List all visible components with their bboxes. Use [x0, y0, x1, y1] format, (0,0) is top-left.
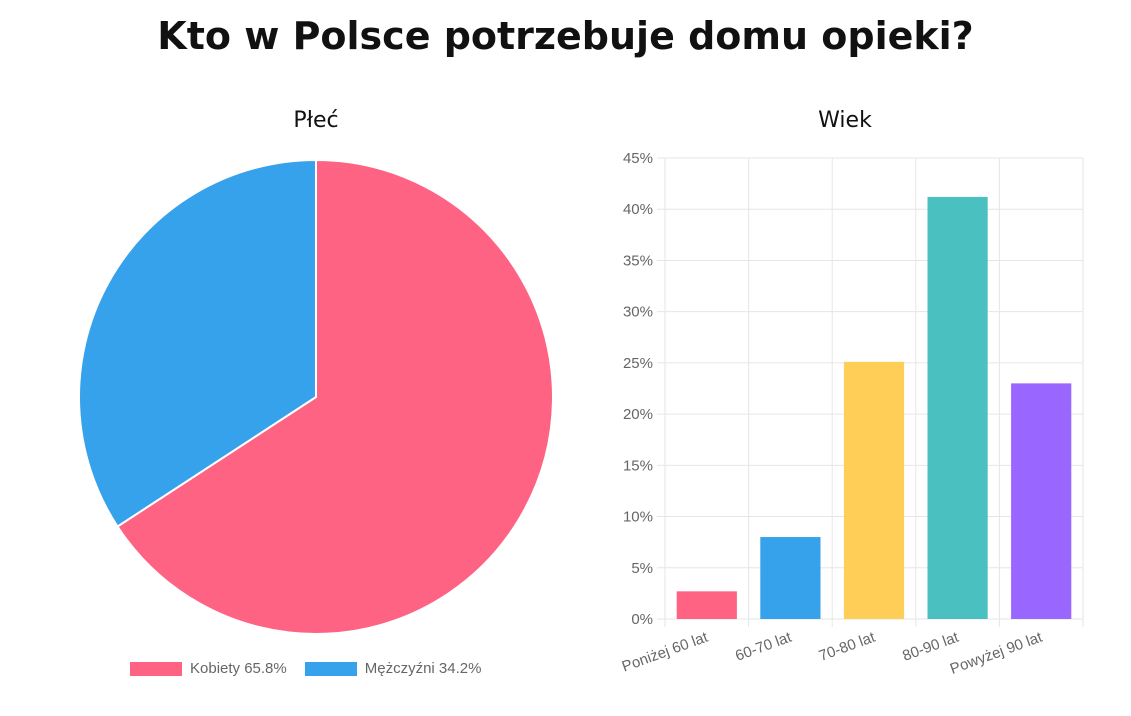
x-tick-label-1: 60-70 lat: [733, 628, 794, 664]
legend-label-men: Mężczyźni 34.2%: [364, 660, 482, 677]
x-tick-label-0: Poniżej 60 lat: [620, 629, 711, 676]
pie-slice-0: [116, 158, 554, 635]
y-tick-label-6: 30%: [623, 304, 653, 321]
y-tick-label-3: 15%: [623, 457, 653, 474]
pie-slice-1: [78, 158, 317, 528]
y-tick-label-9: 45%: [623, 150, 653, 167]
bar-0: [676, 591, 737, 619]
y-tick-label-0: 0%: [631, 611, 653, 628]
y-tick-label-1: 5%: [631, 560, 653, 577]
pie-legend: Kobiety 65.8% Mężczyźni 34.2%: [130, 660, 481, 677]
y-tick-label-2: 10%: [623, 509, 653, 526]
bar-chart-title: Wiek: [818, 108, 872, 133]
x-tick-label-2: 70-80 lat: [817, 628, 878, 664]
legend-label-women: Kobiety 65.8%: [190, 660, 287, 677]
y-tick-label-7: 35%: [623, 252, 653, 269]
bar-3: [927, 196, 988, 619]
bar-1: [760, 537, 821, 619]
legend-item-men[interactable]: Mężczyźni 34.2%: [304, 660, 482, 677]
legend-swatch-women: [130, 661, 182, 676]
pie-chart-title: Płeć: [293, 108, 339, 133]
y-tick-label-5: 25%: [623, 355, 653, 372]
bar-4: [1011, 383, 1072, 619]
x-tick-label-4: Powyżej 90 lat: [948, 629, 1045, 678]
page-title: Kto w Polsce potrzebuje domu opieki?: [157, 14, 974, 58]
legend-swatch-men: [304, 661, 357, 676]
y-tick-label-4: 20%: [623, 406, 653, 423]
y-tick-label-8: 40%: [623, 201, 653, 218]
bar-2: [843, 361, 905, 619]
legend-item-women[interactable]: Kobiety 65.8%: [130, 660, 287, 677]
